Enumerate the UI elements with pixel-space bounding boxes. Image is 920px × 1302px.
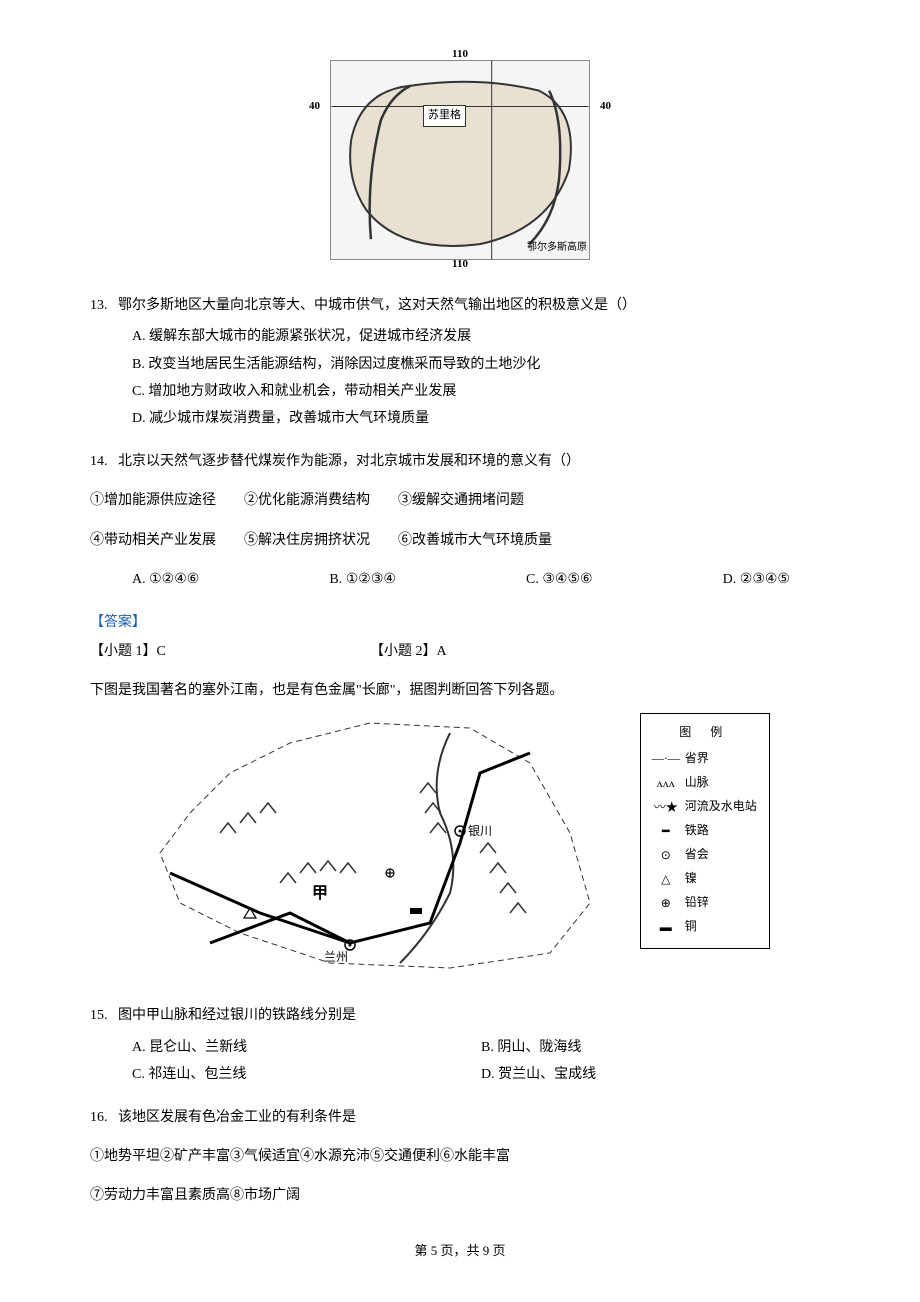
legend-copper-icon: ▬ [651, 917, 681, 939]
q13-optD: D. 减少城市煤炭消费量，改善城市大气环境质量 [132, 406, 830, 431]
figure1-svg [331, 61, 589, 259]
q14-number: 14. [90, 449, 118, 474]
q13-options: A. 缓解东部大城市的能源紧张状况，促进城市经济发展 B. 改变当地居民生活能源… [90, 324, 830, 431]
legend-title: 图 例 [651, 722, 759, 744]
q13-optB: B. 改变当地居民生活能源结构，消除因过度樵采而导致的土地沙化 [132, 352, 830, 377]
q14-line2: ④带动相关产业发展 ⑤解决住房拥挤状况 ⑥改善城市大气环境质量 [90, 528, 830, 553]
q13-optA: A. 缓解东部大城市的能源紧张状况，促进城市经济发展 [132, 324, 830, 349]
legend-mountain: 山脉 [685, 775, 709, 789]
q15-stem: 图中甲山脉和经过银川的铁路线分别是 [118, 1003, 830, 1028]
legend-border-icon: —·— [651, 748, 681, 770]
legend-nickel-icon: △ [651, 869, 681, 891]
figure2-legend: 图 例 —·—省界 ᴧᴧᴧ山脉 〰★河流及水电站 ━铁路 ⊙省会 △镍 ⊕铅锌 … [640, 713, 770, 949]
coord-left: 40 [309, 97, 320, 117]
q14-optC: C. ③④⑤⑥ [526, 567, 593, 592]
q16-number: 16. [90, 1105, 118, 1130]
figure2-svg: 银川 兰州 甲 [150, 713, 630, 973]
legend-river: 河流及水电站 [685, 799, 757, 813]
question-13: 13. 鄂尔多斯地区大量向北京等大、中城市供气，这对天然气输出地区的积极意义是（… [90, 293, 830, 431]
question-14: 14. 北京以天然气逐步替代煤炭作为能源，对北京城市发展和环境的意义有（） ①增… [90, 449, 830, 592]
q15-number: 15. [90, 1003, 118, 1028]
q14-statements: ①增加能源供应途径 ②优化能源消费结构 ③缓解交通拥堵问题 ④带动相关产业发展 … [90, 488, 830, 552]
q15-optC: C. 祁连山、包兰线 [132, 1062, 481, 1087]
legend-border: 省界 [685, 751, 709, 765]
answer-header: 【答案】 [90, 610, 830, 635]
q16-stem: 该地区发展有色冶金工业的有利条件是 [118, 1105, 830, 1130]
q14-stem: 北京以天然气逐步替代煤炭作为能源，对北京城市发展和环境的意义有（） [118, 449, 830, 474]
plateau-label: 鄂尔多斯高原 [527, 239, 587, 257]
answer-2: 【小题 2】A [370, 639, 650, 664]
question-15: 15. 图中甲山脉和经过银川的铁路线分别是 A. 昆仑山、兰新线 B. 阴山、陇… [90, 1003, 830, 1087]
q16-line1: ①地势平坦②矿产丰富③气候适宜④水源充沛⑤交通便利⑥水能丰富 [90, 1144, 830, 1169]
q14-optB: B. ①②③④ [329, 567, 396, 592]
legend-leadzinc-icon: ⊕ [651, 893, 681, 915]
intro2: 下图是我国著名的塞外江南，也是有色金属"长廊"，据图判断回答下列各题。 [90, 678, 830, 703]
svg-text:甲: 甲 [312, 884, 328, 902]
q16-statements: ①地势平坦②矿产丰富③气候适宜④水源充沛⑤交通便利⑥水能丰富 ⑦劳动力丰富且素质… [90, 1144, 830, 1208]
page-footer: 第 5 页，共 9 页 [90, 1239, 830, 1262]
legend-river-icon: 〰★ [651, 797, 681, 819]
legend-capital: 省会 [685, 847, 709, 861]
q13-stem: 鄂尔多斯地区大量向北京等大、中城市供气，这对天然气输出地区的积极意义是（） [118, 293, 830, 318]
answer-1: 【小题 1】C [90, 639, 370, 664]
q13-number: 13. [90, 293, 118, 318]
q14-optA: A. ①②④⑥ [132, 567, 199, 592]
figure1-container: 110 110 40 40 苏里格 鄂尔多斯高原 [90, 60, 830, 268]
legend-copper: 铜 [685, 919, 697, 933]
coord-bottom: 110 [452, 255, 468, 275]
q15-optD: D. 贺兰山、宝成线 [481, 1062, 830, 1087]
q13-optC: C. 增加地方财政收入和就业机会，带动相关产业发展 [132, 379, 830, 404]
coord-top: 110 [452, 45, 468, 65]
legend-nickel: 镍 [685, 871, 697, 885]
legend-mountain-icon: ᴧᴧᴧ [651, 773, 681, 795]
legend-leadzinc: 铅锌 [685, 895, 709, 909]
q14-options: A. ①②④⑥ B. ①②③④ C. ③④⑤⑥ D. ②③④⑤ [90, 567, 830, 592]
svg-text:兰州: 兰州 [324, 950, 348, 964]
q15-options: A. 昆仑山、兰新线 B. 阴山、陇海线 C. 祁连山、包兰线 D. 贺兰山、宝… [90, 1035, 830, 1087]
legend-capital-icon: ⊙ [651, 845, 681, 867]
question-16: 16. 该地区发展有色冶金工业的有利条件是 ①地势平坦②矿产丰富③气候适宜④水源… [90, 1105, 830, 1209]
legend-rail-icon: ━ [651, 821, 681, 843]
q15-optA: A. 昆仑山、兰新线 [132, 1035, 481, 1060]
figure2-map: 银川 兰州 甲 [150, 713, 630, 973]
legend-rail: 铁路 [685, 823, 709, 837]
city-suli: 苏里格 [423, 105, 466, 127]
coord-right: 40 [600, 97, 611, 117]
q15-optB: B. 阴山、陇海线 [481, 1035, 830, 1060]
svg-text:银川: 银川 [468, 824, 492, 838]
figure2-container: 银川 兰州 甲 图 例 —·— 省界 ᴧᴧᴧ 山脉 〰★ 河流及水电站 ━ 铁路 ⊙ 省会… [90, 713, 830, 973]
q16-line2: ⑦劳动力丰富且素质高⑧市场广阔 [90, 1183, 830, 1208]
answer-row: 【小题 1】C 【小题 2】A [90, 639, 830, 664]
figure1-map: 110 110 40 40 苏里格 鄂尔多斯高原 [330, 60, 590, 260]
q14-line1: ①增加能源供应途径 ②优化能源消费结构 ③缓解交通拥堵问题 [90, 488, 830, 513]
q14-optD: D. ②③④⑤ [723, 567, 790, 592]
